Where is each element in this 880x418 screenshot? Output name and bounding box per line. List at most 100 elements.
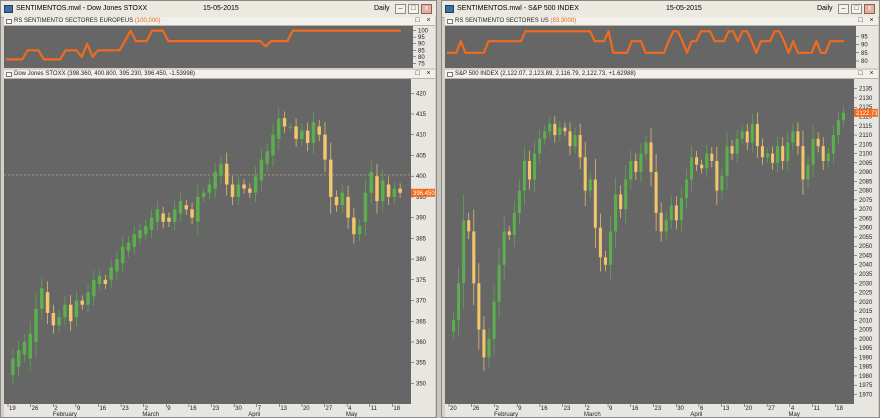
candle-body bbox=[178, 201, 183, 214]
pane-icon bbox=[6, 19, 12, 24]
candle-body bbox=[86, 292, 90, 305]
candle-body bbox=[357, 225, 362, 235]
y-tick-label: 385 bbox=[416, 236, 427, 242]
pane-close-button[interactable]: × bbox=[426, 70, 431, 77]
minimize-button[interactable]: – bbox=[838, 4, 849, 14]
y-tick-label: 2040 bbox=[859, 263, 873, 269]
restore-button[interactable]: □ bbox=[851, 4, 862, 14]
candle-body bbox=[598, 227, 602, 258]
indicator-pane-header: RS SENTIMENTO SECTORES EUROPEUS (100,000… bbox=[4, 17, 435, 26]
candle-body bbox=[40, 288, 44, 309]
y-tick-label: 2065 bbox=[859, 216, 873, 222]
candle-body bbox=[841, 112, 845, 121]
y-tick-label: 2075 bbox=[859, 198, 873, 204]
candle-body bbox=[771, 153, 775, 163]
pane-restore-button[interactable]: □ bbox=[415, 70, 420, 77]
candle-body bbox=[219, 163, 223, 177]
candle-body bbox=[609, 231, 613, 265]
candle-body bbox=[144, 225, 148, 235]
candle-body bbox=[196, 196, 200, 222]
y-tick-label: 1995 bbox=[859, 346, 873, 352]
candle-body bbox=[619, 194, 623, 210]
x-month-label: April bbox=[690, 412, 702, 417]
candle-body bbox=[126, 242, 131, 251]
price-chart[interactable]: 2135 2130 2125 2120 2115 2110 2105 2100 2095 2090… bbox=[445, 79, 878, 417]
pane-restore-button[interactable]: □ bbox=[858, 70, 863, 77]
candle-body bbox=[132, 234, 136, 247]
app-icon bbox=[445, 5, 454, 13]
y-tick-label: 90 bbox=[861, 43, 868, 49]
x-tick-label: 9 bbox=[518, 406, 522, 412]
minimize-button[interactable]: – bbox=[395, 4, 406, 14]
y-tick-label: 2045 bbox=[859, 253, 873, 259]
candle-body bbox=[492, 301, 496, 339]
pane-restore-button[interactable]: □ bbox=[415, 17, 420, 24]
candle-body bbox=[527, 160, 532, 180]
x-tick-label: 9 bbox=[609, 406, 613, 412]
price-chart[interactable]: 4204154104054003953903853803753703653603… bbox=[4, 79, 435, 417]
y-tick-label: 90 bbox=[418, 42, 425, 48]
candle-body bbox=[248, 188, 252, 193]
period-label[interactable]: Daily bbox=[374, 5, 390, 12]
candle-body bbox=[16, 350, 21, 367]
y-tick-label: 2090 bbox=[859, 170, 873, 176]
window-title: SENTIMENTOS.mwl - S&P 500 INDEX bbox=[457, 5, 579, 12]
candle-body bbox=[282, 118, 287, 127]
price-pane-header: S&P 500 INDEX (2,122.07, 2,123.89, 2,116… bbox=[445, 70, 878, 79]
window-date: 15-05-2015 bbox=[203, 5, 239, 12]
candle-body bbox=[740, 131, 744, 139]
chart-window-dow-jones[interactable]: SENTIMENTOS.mwl - Dow Jones STOXX 15-05-… bbox=[0, 0, 437, 418]
candle-body bbox=[45, 292, 50, 313]
current-price-label: 2122.73 bbox=[856, 111, 878, 117]
x-tick-label: 27 bbox=[326, 406, 333, 412]
y-tick-label: 2085 bbox=[859, 179, 873, 185]
candle-body bbox=[502, 231, 506, 265]
candle-body bbox=[831, 135, 835, 154]
window-separator bbox=[437, 0, 441, 418]
candle-body bbox=[512, 212, 516, 236]
pane-close-button[interactable]: × bbox=[869, 17, 874, 24]
candle-body bbox=[553, 123, 557, 136]
x-tick-label: 9 bbox=[167, 406, 171, 412]
x-tick-label: 11 bbox=[371, 406, 378, 412]
x-tick-label: 16 bbox=[541, 406, 548, 412]
candle-body bbox=[363, 192, 368, 222]
y-tick-label: 2120 bbox=[859, 115, 873, 121]
x-tick-label: 11 bbox=[814, 406, 821, 412]
candle-body bbox=[750, 123, 754, 143]
candle-body bbox=[462, 220, 466, 284]
window-titlebar[interactable]: SENTIMENTOS.mwl - S&P 500 INDEX 15-05-20… bbox=[442, 1, 879, 18]
close-button[interactable]: x bbox=[421, 4, 432, 14]
period-label[interactable]: Daily bbox=[817, 5, 833, 12]
restore-button[interactable]: □ bbox=[408, 4, 419, 14]
candle-body bbox=[213, 172, 217, 189]
candle-body bbox=[563, 127, 567, 132]
y-axis-panel bbox=[413, 26, 435, 68]
indicator-label: RS SENTIMENTO SECTORES US bbox=[455, 18, 549, 24]
y-tick-label: 2080 bbox=[859, 189, 873, 195]
x-tick-label: 20 bbox=[745, 406, 752, 412]
candle-body bbox=[381, 180, 385, 202]
y-axis-panel bbox=[854, 79, 878, 417]
candle-body bbox=[294, 126, 298, 139]
pane-restore-button[interactable]: □ bbox=[858, 17, 863, 24]
y-tick-label: 405 bbox=[416, 153, 427, 159]
y-tick-label: 2020 bbox=[859, 300, 873, 306]
pane-close-button[interactable]: × bbox=[869, 70, 874, 77]
y-tick-label: 400 bbox=[416, 174, 427, 180]
x-month-label: February bbox=[53, 412, 77, 417]
y-tick-label: 2125 bbox=[859, 105, 873, 111]
close-button[interactable]: x bbox=[864, 4, 875, 14]
candle-body bbox=[507, 231, 511, 236]
y-tick-label: 75 bbox=[418, 61, 425, 67]
indicator-chart[interactable]: 95 90 85 80 bbox=[445, 26, 878, 68]
chart-window-sp500[interactable]: SENTIMENTOS.mwl - S&P 500 INDEX 15-05-20… bbox=[441, 0, 880, 418]
x-month-label: April bbox=[248, 412, 260, 417]
indicator-plot-area bbox=[445, 26, 856, 68]
y-tick-label: 2130 bbox=[859, 96, 873, 102]
window-titlebar[interactable]: SENTIMENTOS.mwl - Dow Jones STOXX 15-05-… bbox=[1, 1, 436, 18]
candle-body bbox=[634, 160, 638, 173]
pane-close-button[interactable]: × bbox=[426, 17, 431, 24]
candle-body bbox=[288, 126, 293, 128]
